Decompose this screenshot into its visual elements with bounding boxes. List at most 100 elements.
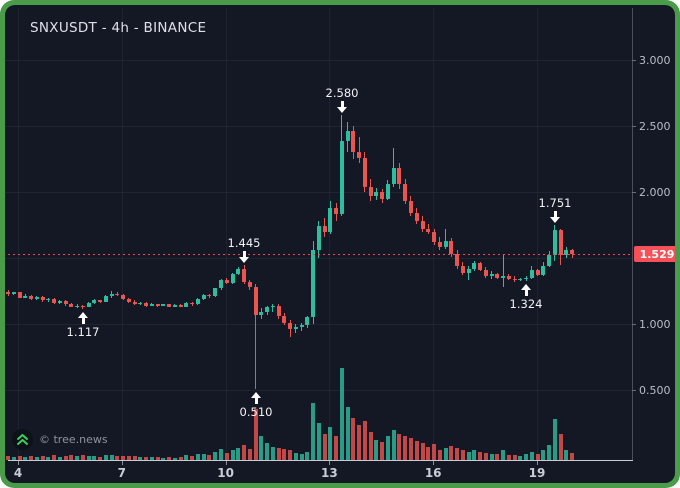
price-axis-tick: [632, 324, 636, 325]
candle-down: [207, 294, 212, 297]
price-axis-tick: [632, 192, 636, 193]
candle-down: [403, 184, 408, 202]
volume-bar: [518, 456, 523, 460]
candle-up: [184, 302, 189, 307]
candle-down: [63, 300, 68, 305]
watermark: © tree.news: [12, 429, 108, 450]
volume-bar: [552, 418, 557, 460]
candle-wick: [301, 322, 303, 331]
candle-up: [219, 280, 223, 289]
volume-bar: [259, 436, 264, 460]
time-axis-label: 7: [117, 466, 126, 480]
volume-bar: [345, 406, 350, 460]
candle-down: [420, 221, 425, 229]
candle-up: [524, 277, 529, 280]
candle-up: [547, 255, 552, 266]
candle-up: [201, 294, 206, 299]
candle-down: [478, 263, 483, 270]
volume-bar: [299, 453, 304, 460]
annotation-label: 2.580: [325, 86, 359, 101]
volume-bar: [201, 453, 206, 460]
annotation-label: 1.751: [538, 195, 572, 210]
gridline-v: [121, 8, 123, 460]
annotation: 2.580: [320, 86, 364, 114]
volume-bar: [236, 448, 241, 460]
annotation-label: 1.324: [509, 297, 543, 312]
volume-bar: [408, 437, 413, 460]
volume-bar: [75, 456, 80, 460]
candle-down: [322, 226, 327, 232]
volume-bar: [564, 449, 569, 460]
time-axis-label: 16: [424, 466, 442, 480]
chevrons-up-icon: [17, 434, 28, 445]
price-axis-line: [632, 8, 633, 460]
candle-up: [443, 240, 448, 248]
price-axis-tick: [632, 60, 636, 61]
volume-bar: [11, 457, 16, 460]
candle-up: [149, 304, 154, 306]
volume-bar: [270, 447, 275, 460]
volume-bar: [207, 455, 212, 460]
volume-bar: [385, 436, 390, 460]
volume-bar: [529, 451, 534, 460]
candle-up: [345, 131, 350, 141]
candle-up: [391, 168, 396, 185]
gridline-v: [537, 8, 538, 460]
volume-bar: [322, 434, 327, 460]
candle-wick: [427, 223, 429, 235]
candle-down: [144, 302, 149, 306]
time-axis-label: 10: [217, 466, 234, 480]
candle-down: [282, 316, 287, 323]
last-price-badge: 1.529: [634, 246, 675, 263]
volume-bar: [219, 448, 223, 460]
volume-bar: [483, 452, 488, 460]
volume-bar: [460, 449, 465, 460]
candle-down: [357, 152, 362, 158]
arrow-up-icon: [78, 311, 88, 324]
time-axis-tick: [433, 461, 435, 465]
volume-bar: [40, 456, 45, 460]
volume-bar: [466, 451, 471, 460]
gridline-h: [5, 324, 632, 325]
volume-bar: [247, 448, 252, 460]
time-axis-tick: [18, 461, 19, 465]
candle-down: [432, 231, 437, 243]
volume-bar: [161, 458, 166, 460]
candle-up: [339, 140, 344, 215]
volume-bar: [535, 454, 540, 460]
candle-down: [52, 298, 57, 303]
candle-down: [495, 273, 500, 278]
annotation: 1.751: [533, 196, 577, 223]
candle-wick: [358, 136, 360, 163]
volume-bar: [455, 448, 460, 460]
volume-bar: [155, 457, 160, 460]
candle-up: [213, 288, 218, 297]
candle-up: [109, 293, 114, 297]
candle-down: [6, 291, 10, 295]
candle-up: [11, 292, 16, 295]
candle-up: [86, 302, 91, 307]
annotation-label: 1.117: [66, 324, 100, 339]
volume-bar: [414, 440, 419, 460]
volume-bar: [224, 452, 229, 460]
candle-up: [46, 298, 51, 301]
candle-up: [564, 250, 569, 256]
candle-up: [552, 230, 557, 256]
candle-up: [472, 263, 477, 269]
plot-area[interactable]: 3.000 2.500 2.000 1.000 0.500 4 7 10 13 16 19 1.52…: [5, 5, 675, 483]
volume-bar: [138, 457, 143, 460]
volume-bar: [443, 448, 448, 460]
candle-down: [155, 304, 160, 306]
volume-bar: [293, 452, 298, 460]
candle-down: [351, 131, 356, 153]
volume-bar: [69, 455, 74, 460]
arrow-up-icon: [521, 284, 531, 297]
gridline-h: [5, 60, 632, 61]
candle-up: [305, 317, 310, 326]
gridline-h: [5, 258, 632, 259]
arrow-down-icon: [337, 101, 347, 114]
candle-down: [40, 296, 45, 301]
candle-down: [80, 305, 85, 307]
volume-bar: [121, 456, 126, 460]
arrow-down-icon: [239, 251, 249, 264]
